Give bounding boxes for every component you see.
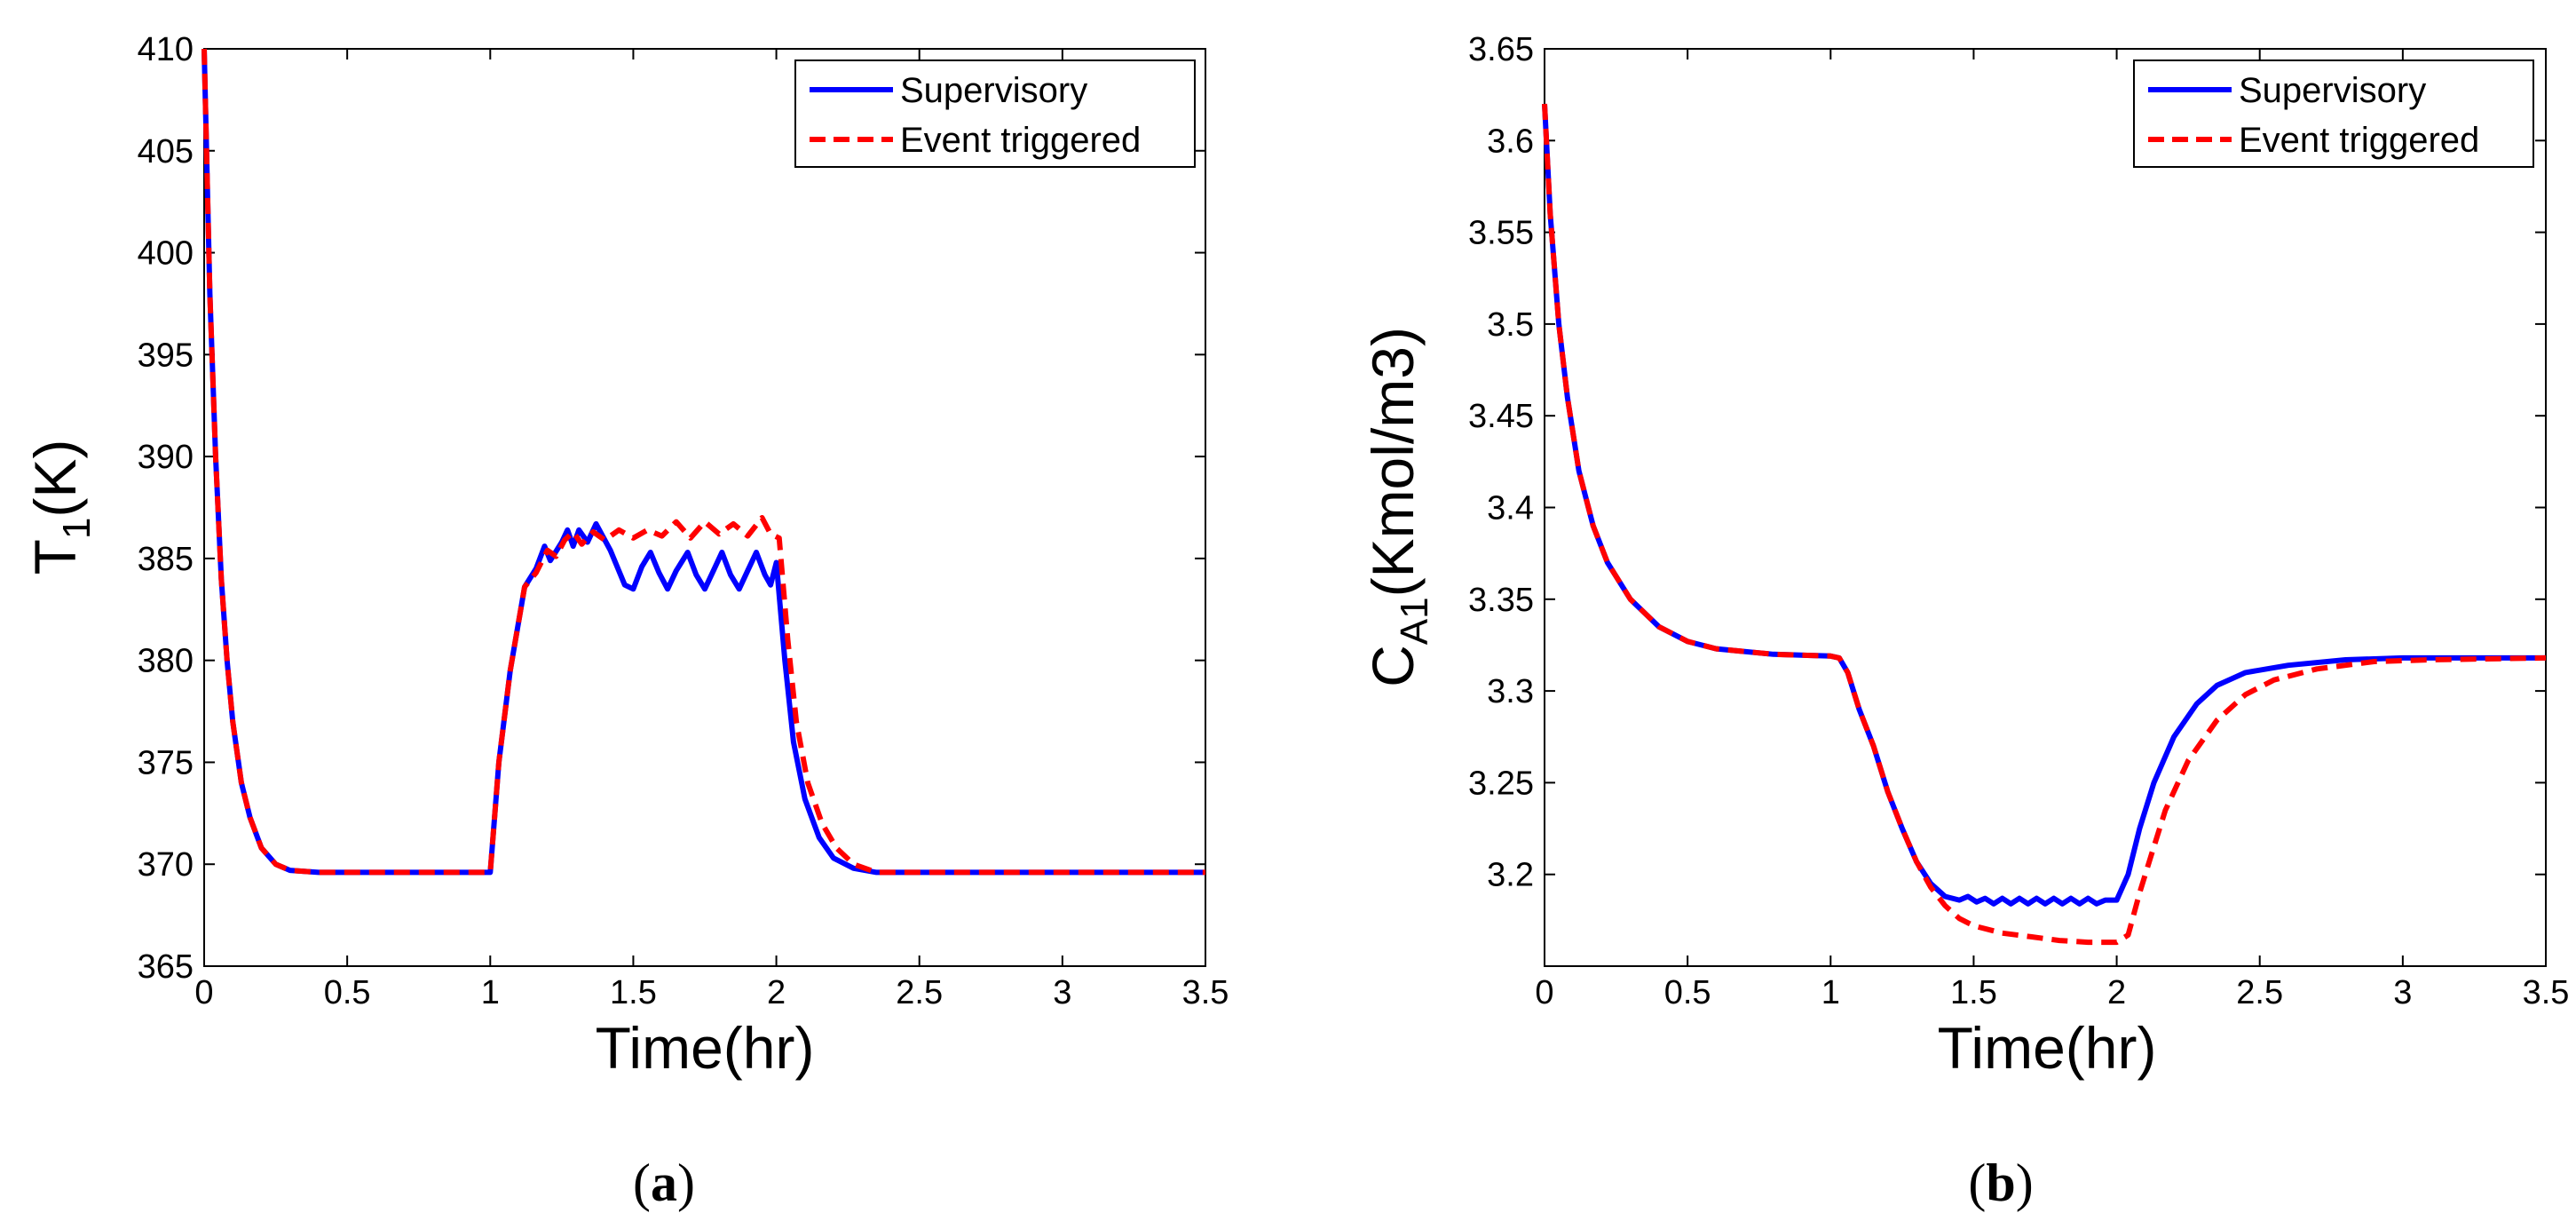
panel-b-series-event-triggered-line bbox=[1542, 103, 2547, 946]
panel-b-y-tick-label: 3.3 bbox=[1487, 673, 1534, 710]
panel-b-series bbox=[1542, 103, 2547, 946]
panel-a-x-tick-label: 3.5 bbox=[1182, 974, 1229, 1011]
panel-a-x-tick-label: 2 bbox=[767, 974, 786, 1011]
panel-a-y-tick-label: 400 bbox=[138, 235, 194, 273]
panel-b-caption-letter: b bbox=[1986, 1154, 2015, 1212]
panel-b-x-tick-label: 2.5 bbox=[2236, 974, 2283, 1011]
panel-a-y-axis-symbol: T bbox=[22, 539, 88, 575]
panel-b-y-tick-label: 3.4 bbox=[1487, 490, 1534, 527]
panel-a-x-tick-label: 1.5 bbox=[610, 974, 657, 1011]
panel-b-y-tick-label: 3.65 bbox=[1468, 31, 1534, 68]
panel-b-chart: 3.2 3.25 3.3 3.35 3.4 3.45 3.5 3.55 3.6 3.65 0 0.5… bbox=[1360, 31, 2569, 1212]
panel-a-x-tick-label: 0.5 bbox=[324, 974, 371, 1011]
panel-a-y-tick-label: 390 bbox=[138, 439, 194, 476]
panel-b-x-tick-label: 0.5 bbox=[1664, 974, 1711, 1011]
panel-b-y-tick-label: 3.6 bbox=[1487, 123, 1534, 160]
panel-a-caption-open: ( bbox=[633, 1154, 651, 1212]
panel-a-x-tick-label: 3 bbox=[1053, 974, 1071, 1011]
panel-a-y-axis-title: T1(K) bbox=[22, 440, 99, 575]
panel-b-legend-label-supervisory: Supervisory bbox=[2239, 71, 2426, 110]
panel-b-x-tick-label: 2 bbox=[2107, 974, 2126, 1011]
panel-b-x-tick-label: 3.5 bbox=[2523, 974, 2570, 1011]
panel-a-x-tick-label: 2.5 bbox=[896, 974, 943, 1011]
panel-b-y-axis-title: CA1(Kmol/m3) bbox=[1360, 327, 1436, 687]
panel-b-y-tick-label: 3.2 bbox=[1487, 857, 1534, 894]
panel-a-y-tick-label: 365 bbox=[138, 948, 194, 986]
panel-a-caption-close: ) bbox=[677, 1154, 695, 1212]
panel-a-y-axis-subscript: 1 bbox=[55, 518, 99, 539]
panel-b-x-ticks: 0 0.5 1 1.5 2 2.5 3 3.5 bbox=[1535, 49, 2569, 1011]
panel-a-x-axis-title: Time(hr) bbox=[596, 1015, 815, 1081]
panel-b-x-tick-label: 3 bbox=[2393, 974, 2412, 1011]
panel-a-x-ticks: 0 0.5 1 1.5 2 2.5 3 3.5 bbox=[194, 49, 1229, 1011]
panel-a-legend-label-event-triggered: Event triggered bbox=[900, 121, 1141, 160]
panel-b-series-supervisory-line bbox=[1542, 103, 2546, 907]
panel-a-legend-box bbox=[794, 59, 1196, 168]
panel-a-plot-area bbox=[203, 48, 1206, 967]
panel-b-legend-box bbox=[2133, 59, 2534, 168]
panel-a-caption-letter: a bbox=[651, 1154, 677, 1212]
panel-b-plot-area bbox=[1544, 48, 2547, 967]
panel-b-y-axis-unit: (Kmol/m3) bbox=[1360, 327, 1426, 597]
panel-b-y-tick-label: 3.25 bbox=[1468, 765, 1534, 802]
panel-a-y-ticks: 365 370 375 380 385 390 395 400 405 410 bbox=[138, 31, 1205, 986]
panel-a-y-tick-label: 380 bbox=[138, 643, 194, 680]
panel-a-series bbox=[201, 48, 1205, 876]
panel-a-y-tick-label: 405 bbox=[138, 133, 194, 170]
panel-a-y-tick-label: 375 bbox=[138, 744, 194, 781]
panel-b-y-axis-subscript: A1 bbox=[1393, 597, 1436, 645]
panel-b-caption-close: ) bbox=[2016, 1154, 2034, 1212]
panel-b-y-tick-label: 3.35 bbox=[1468, 582, 1534, 619]
panel-b-y-tick-label: 3.5 bbox=[1487, 306, 1534, 344]
panel-b-y-tick-label: 3.45 bbox=[1468, 398, 1534, 435]
panel-b-y-tick-label: 3.55 bbox=[1468, 215, 1534, 252]
panel-b-caption: (b) bbox=[1968, 1154, 2033, 1212]
panel-a-caption: (a) bbox=[633, 1154, 695, 1212]
panel-b-caption-open: ( bbox=[1968, 1154, 1986, 1212]
panel-a-y-tick-label: 370 bbox=[138, 846, 194, 884]
panel-b-legend-label-event-triggered: Event triggered bbox=[2239, 121, 2479, 160]
panel-b-x-axis-title: Time(hr) bbox=[1938, 1015, 2157, 1081]
panel-a-y-tick-label: 385 bbox=[138, 541, 194, 578]
panel-b-y-axis-symbol: C bbox=[1360, 645, 1426, 687]
panel-a-y-tick-label: 395 bbox=[138, 337, 194, 374]
panel-a-y-tick-label: 410 bbox=[138, 31, 194, 68]
panel-b-legend: Supervisory Event triggered bbox=[2133, 59, 2534, 168]
panel-a-y-axis-unit: (K) bbox=[22, 440, 88, 518]
panel-b-x-tick-label: 1 bbox=[1821, 974, 1840, 1011]
panel-b-x-tick-label: 0 bbox=[1535, 974, 1553, 1011]
panel-a-series-event-triggered-line bbox=[201, 48, 1205, 876]
panel-a-x-tick-label: 1 bbox=[481, 974, 500, 1011]
panel-a-x-tick-label: 0 bbox=[194, 974, 213, 1011]
panel-a-chart: 365 370 375 380 385 390 395 400 405 410 0 0.5 1 1.5 2… bbox=[22, 31, 1229, 1212]
panel-a-legend: Supervisory Event triggered bbox=[794, 59, 1196, 168]
panel-b-y-ticks: 3.2 3.25 3.3 3.35 3.4 3.45 3.5 3.55 3.6 3.65 bbox=[1468, 31, 2546, 894]
panel-a-legend-label-supervisory: Supervisory bbox=[900, 71, 1087, 110]
panel-b-x-tick-label: 1.5 bbox=[1950, 974, 1997, 1011]
panel-a-series-supervisory-line bbox=[201, 48, 1205, 876]
